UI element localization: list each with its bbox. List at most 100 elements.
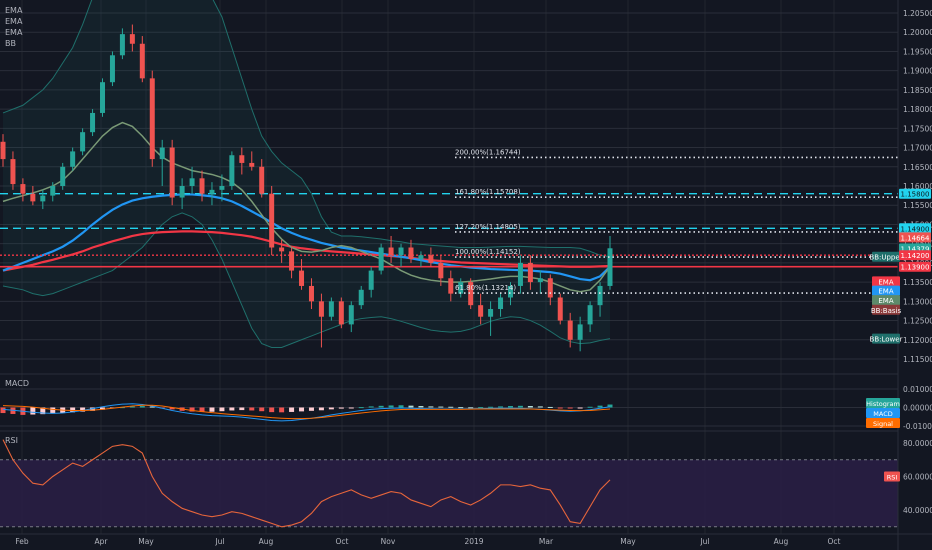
price-badge	[899, 250, 931, 261]
time-tick-label: Jul	[699, 537, 709, 546]
fibonacci-levels[interactable]: 200.00%(1.16744) 161.80%(1.15708) 127.20%(…	[455, 148, 898, 294]
candle-body	[557, 297, 563, 321]
candle-body	[308, 285, 314, 302]
candle-body	[368, 270, 374, 290]
macd-histogram-bar	[0, 407, 6, 414]
candle-body	[169, 147, 175, 198]
price-tick-label: 1.20500	[903, 9, 932, 18]
price-tick-label: 1.19000	[903, 67, 932, 76]
macd-histogram-bar	[338, 407, 344, 409]
candle-body	[517, 262, 523, 286]
candle-body	[488, 309, 494, 317]
time-axis[interactable]: Feb Apr May Jul Aug Oct Nov 2019 Mar May Jul Aug Oct	[0, 533, 932, 546]
macd-tick-label: 0.01000	[903, 385, 932, 394]
price-badge	[872, 333, 900, 344]
candle-body	[199, 178, 205, 194]
macd-histogram-bar	[517, 405, 523, 408]
rsi-plot	[0, 439, 898, 528]
macd-histogram-bar	[100, 407, 106, 410]
price-badge-label: BB:Upper	[869, 254, 902, 262]
candle-body	[209, 189, 215, 194]
macd-histogram-bar	[448, 406, 454, 408]
candle-body	[269, 193, 275, 248]
macd-histogram-bar	[269, 407, 275, 413]
candle-body	[328, 301, 334, 317]
candle-body	[40, 195, 46, 202]
macd-histogram-bar	[80, 407, 86, 412]
price-panel[interactable]: 200.00%(1.16744) 161.80%(1.15708) 127.20%(…	[0, 0, 898, 534]
macd-histogram-bar	[418, 406, 424, 408]
ema-blue-line	[2, 193, 611, 282]
macd-histogram-bar	[348, 407, 354, 409]
candle-body	[259, 166, 265, 194]
macd-histogram-bar	[507, 406, 513, 408]
price-tick-label: 1.17000	[903, 144, 932, 153]
price-tick-label: 1.18000	[903, 105, 932, 114]
macd-histogram-bar	[478, 407, 484, 409]
candle-body	[527, 262, 533, 283]
candle-body	[547, 278, 553, 298]
price-badge	[899, 232, 931, 243]
macd-histogram-bar	[408, 405, 414, 408]
macd-histogram-bar	[40, 407, 46, 415]
macd-histogram-bar	[259, 407, 265, 412]
price-badge-label: 1.15800	[901, 191, 930, 199]
macd-histogram-bar	[279, 407, 285, 413]
rsi-panel[interactable]: RSI	[0, 430, 898, 528]
rsi-badge-label: RSI	[887, 474, 898, 482]
macd-histogram-bar	[458, 407, 464, 409]
ema-lines	[2, 121, 611, 293]
candle-body	[139, 43, 145, 79]
macd-histogram-bar	[428, 406, 434, 408]
candle-body	[338, 301, 344, 325]
macd-histogram-bar	[249, 407, 255, 411]
candle-body	[318, 301, 324, 317]
price-badge	[899, 188, 931, 199]
price-tick-label: 1.11500	[903, 355, 932, 364]
macd-histogram-bar	[129, 406, 135, 408]
macd-histogram-bar	[70, 407, 76, 413]
legend-ema-1[interactable]: EMA	[5, 6, 23, 15]
macd-histogram-bar	[50, 407, 56, 414]
fib-label: 61.80%(1.13214)	[455, 284, 516, 292]
price-badge-label: 1.14900	[901, 225, 930, 233]
price-badge	[872, 251, 900, 262]
time-tick-label: Apr	[95, 537, 109, 546]
price-badge-label: EMA	[878, 288, 893, 296]
macd-histogram-bar	[328, 407, 334, 410]
ema-red-line	[2, 230, 611, 272]
candle-body	[10, 159, 16, 185]
candle-body	[279, 247, 285, 252]
candle-body	[179, 186, 185, 198]
candle-body	[189, 178, 195, 186]
legend-ema-2[interactable]: EMA	[5, 17, 23, 26]
macd-histogram-bar	[209, 407, 215, 412]
indicator-legend[interactable]: EMA EMA EMA BB	[5, 6, 23, 48]
candle-body	[348, 305, 354, 325]
macd-axis: 0.01000 0.00000 -0.01000 Histogram MACD Signa…	[866, 385, 932, 431]
rsi-label: RSI	[5, 436, 18, 445]
macd-histogram-bar	[199, 407, 205, 412]
legend-bb[interactable]: BB	[5, 39, 16, 48]
horizontal-lines[interactable]	[0, 192, 898, 268]
price-axis[interactable]: 1.20500 1.20000 1.19500 1.19000 1.18500 1.180…	[866, 0, 932, 550]
legend-ema-3[interactable]: EMA	[5, 28, 23, 37]
macd-histogram-bar	[398, 405, 404, 408]
candle-body	[80, 132, 86, 152]
candle-body	[100, 82, 106, 113]
macd-histogram-bar	[587, 406, 593, 408]
candle-body	[537, 278, 543, 283]
time-tick-label: Nov	[381, 537, 396, 546]
macd-histogram-bar	[607, 404, 613, 408]
price-badge	[899, 223, 931, 234]
macd-panel[interactable]: MACD	[0, 373, 898, 427]
macd-histogram-bar	[388, 405, 394, 408]
candle-body	[378, 247, 384, 271]
candle-body	[388, 247, 394, 256]
candle-body	[70, 151, 76, 167]
price-badge	[899, 261, 931, 272]
candlesticks	[0, 24, 613, 352]
macd-histogram-bar	[577, 407, 583, 409]
